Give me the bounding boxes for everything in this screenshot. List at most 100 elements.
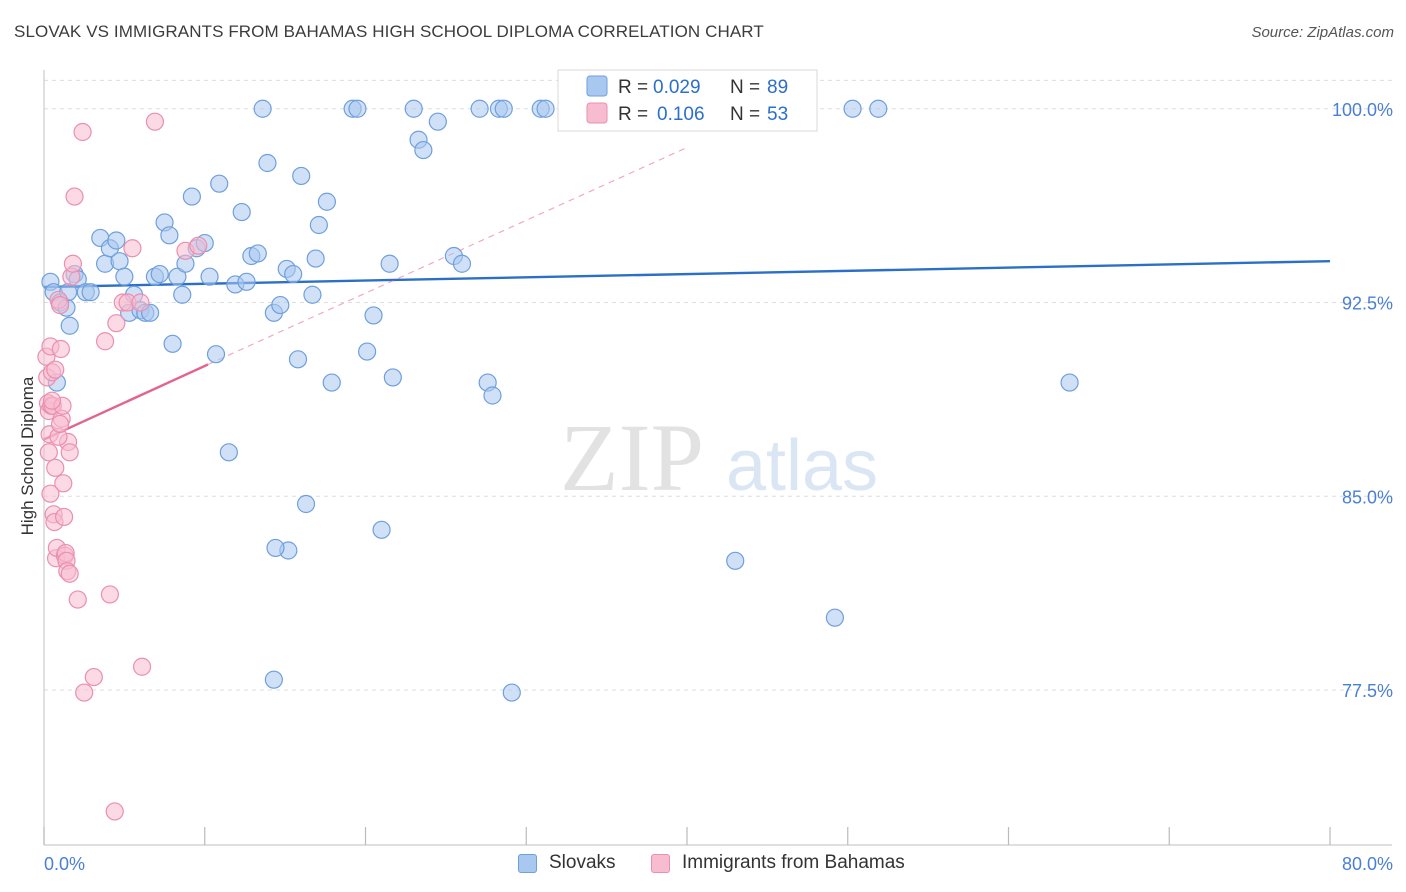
bahamas-point: [145, 112, 165, 131]
bahamas-point: [41, 484, 60, 503]
bahamas-trend-line: [43, 363, 209, 441]
slovaks-point: [210, 174, 229, 193]
bahamas-point: [42, 391, 62, 410]
correlation-legend: R = 0.029 N = 89 R = 0.106 N = 53: [557, 69, 818, 132]
legend-r-label-2: R =: [618, 104, 648, 125]
bahamas-point: [73, 122, 92, 142]
bahamas-point: [50, 414, 70, 434]
slovaks-point: [266, 538, 285, 558]
y-tick-label: 85.0%: [1342, 487, 1393, 507]
y-tick-label: 100.0%: [1332, 100, 1393, 120]
bahamas-point: [68, 590, 87, 609]
bottom-legend-bahamas[interactable]: Immigrants from Bahamas: [651, 852, 905, 874]
slovaks-point: [288, 350, 308, 369]
y-axis-label: High School Diploma: [18, 376, 37, 535]
legend-swatch-bahamas: [586, 102, 608, 124]
slovaks-point: [200, 267, 219, 286]
legend-n-value-1: 89: [767, 77, 788, 98]
slovaks-point: [248, 244, 267, 263]
bahamas-point: [46, 458, 65, 477]
slovaks-point: [414, 140, 433, 160]
bottom-legend-slovaks[interactable]: Slovaks: [518, 852, 616, 874]
bahamas-point: [63, 254, 83, 273]
slovaks-point: [372, 520, 391, 539]
slovaks-trend-line: [43, 259, 1331, 289]
slovaks-point: [364, 306, 383, 325]
slovaks-point: [494, 99, 513, 118]
slovaks-point: [1060, 373, 1079, 392]
axis-layer: [43, 70, 1392, 846]
points-layer: [37, 99, 1079, 821]
bahamas-point: [60, 443, 79, 462]
legend-swatch-slovaks: [586, 75, 608, 97]
slovaks-point: [232, 202, 251, 222]
slovaks-point: [502, 683, 521, 702]
trend-layer: [43, 146, 1331, 441]
slovaks-point: [358, 342, 377, 361]
ticklabel-layer: 77.5% 85.0% 92.5% 100.0% 0.0% 80.0%: [44, 100, 1393, 874]
bahamas-point: [95, 332, 115, 351]
slovaks-point: [81, 283, 100, 302]
watermark-atlas: atlas: [726, 426, 878, 506]
slovaks-point: [296, 494, 316, 514]
slovaks-point: [428, 112, 447, 131]
slovaks-point: [150, 264, 169, 284]
watermark: ZIP atlas: [560, 404, 878, 511]
legend-r-label-1: R =: [618, 77, 648, 98]
slovaks-point: [536, 99, 555, 118]
bahamas-point: [65, 187, 84, 206]
slovaks-point: [869, 99, 888, 118]
slovaks-point: [173, 285, 192, 304]
slovaks-point: [271, 295, 290, 315]
slovaks-point: [292, 166, 311, 186]
bahamas-point: [84, 667, 103, 687]
slovaks-point: [303, 285, 322, 304]
y-tick-label: 77.5%: [1342, 681, 1393, 701]
slovaks-point: [726, 551, 745, 570]
slovaks-swatch-icon: [518, 853, 537, 873]
slovaks-point: [219, 443, 238, 462]
bahamas-point: [107, 314, 126, 333]
grid-layer: [44, 79, 1392, 691]
slovaks-point: [452, 254, 472, 273]
legend-n-label-1: N =: [730, 77, 760, 98]
legend-r-value-2: 0.106: [657, 104, 705, 125]
bottom-legend-label-slovaks: Slovaks: [549, 852, 616, 873]
chart-source: Source: ZipAtlas.com: [1251, 24, 1394, 41]
slovaks-point: [182, 187, 201, 206]
bahamas-point: [132, 657, 152, 676]
slovaks-point: [168, 267, 187, 286]
slovaks-point: [107, 231, 126, 250]
slovaks-point: [348, 99, 367, 118]
bottom-legend-label-bahamas: Immigrants from Bahamas: [682, 852, 905, 873]
slovaks-point: [843, 99, 862, 118]
slovaks-point: [404, 99, 423, 118]
bahamas-point: [75, 683, 94, 702]
slovaks-point: [383, 368, 402, 387]
bahamas-point: [46, 360, 65, 379]
bahamas-point: [51, 339, 70, 359]
chart-title: SLOVAK VS IMMIGRANTS FROM BAHAMAS HIGH S…: [14, 22, 764, 41]
x-tick-label: 80.0%: [1342, 854, 1393, 874]
slovaks-point: [470, 99, 489, 118]
bahamas-swatch-icon: [651, 853, 670, 873]
bahamas-point: [39, 443, 58, 462]
slovaks-point: [284, 264, 303, 284]
slovaks-point: [115, 267, 134, 286]
slovaks-point: [380, 254, 399, 273]
legend-n-label-2: N =: [730, 104, 760, 125]
legend-r-value-1: 0.029: [653, 77, 701, 98]
slovaks-point: [306, 249, 325, 268]
x-tick-label: 0.0%: [44, 854, 85, 874]
slovaks-point: [160, 226, 179, 245]
bahamas-point: [60, 564, 79, 583]
slovaks-point: [110, 252, 129, 271]
slovaks-point: [825, 608, 844, 627]
slovaks-point: [258, 153, 277, 173]
bahamas-point: [54, 507, 74, 527]
slovaks-point: [309, 215, 328, 235]
legend-n-value-2: 53: [767, 104, 788, 125]
bahamas-point: [100, 585, 120, 604]
bahamas-point: [105, 802, 124, 821]
